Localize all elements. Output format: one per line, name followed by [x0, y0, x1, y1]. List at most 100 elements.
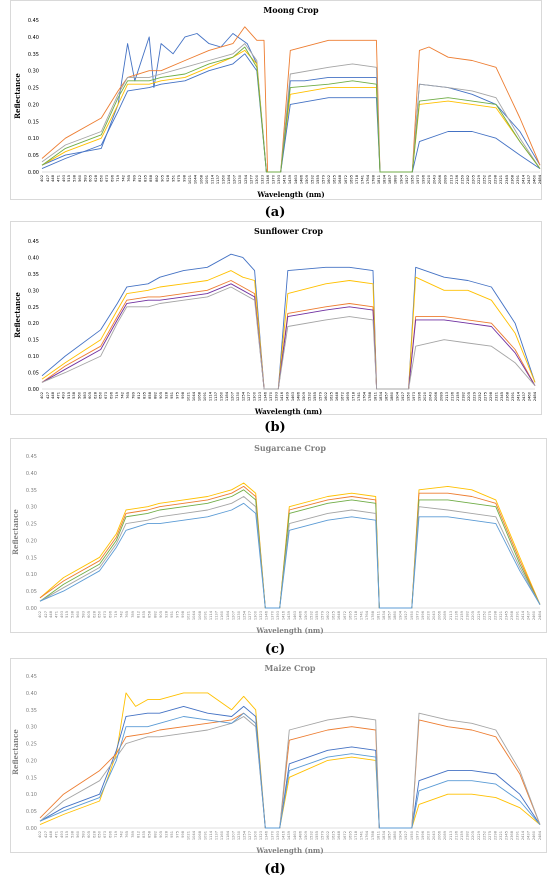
chart-moong: Moong Crop 0.00 0.05 0.10 0.15 0.20 0.25 0.30 0.… — [13, 5, 542, 199]
x-tick-label: 858 — [148, 610, 152, 618]
series-line-4 — [41, 49, 541, 173]
x-tick-label: 765 — [125, 611, 129, 618]
x-tick-label: 1254 — [244, 174, 248, 184]
x-tick-label: 2043 — [433, 175, 437, 184]
x-tick-label: 1300 — [255, 174, 259, 184]
x-tick-label: 2345 — [500, 392, 504, 401]
x-tick-label: 650 — [98, 610, 102, 618]
x-tick-label: 1602 — [327, 175, 331, 184]
x-tick-label: 2368 — [510, 174, 514, 184]
x-tick-label: 1091 — [205, 175, 209, 184]
x-tick-label: 742 — [120, 831, 124, 838]
x-tick-label: 2437 — [527, 175, 531, 184]
y-tick-label: 0.10 — [26, 572, 37, 578]
x-tick-label: 1532 — [309, 831, 313, 840]
x-tick-label: 975 — [176, 611, 180, 618]
x-tick-label: 1021 — [187, 611, 191, 620]
x-tick-label: 1393 — [276, 831, 280, 840]
x-tick-label: 1300 — [254, 830, 258, 840]
x-tick-label: 2159 — [460, 174, 464, 184]
x-tick-label: 2298 — [493, 830, 497, 840]
x-tick-label: 1834 — [383, 174, 387, 184]
x-tick-label: 2043 — [432, 611, 436, 620]
x-tick-label: 2113 — [445, 392, 449, 401]
x-tick-label: 882 — [153, 831, 157, 838]
x-tick-label: 1950 — [410, 830, 414, 840]
x-tick-label: 1950 — [407, 391, 411, 401]
x-tick-label: 1672 — [344, 175, 348, 184]
y-tick-label: 0.15 — [26, 775, 37, 781]
x-tick-label: 1532 — [310, 175, 314, 184]
x-tick-label: 1788 — [371, 830, 375, 840]
x-tick-label: 1346 — [265, 610, 269, 620]
x-tick-label: 928 — [165, 391, 169, 399]
y-tick-label: 0.05 — [26, 589, 37, 595]
x-tick-label: 673 — [104, 392, 108, 399]
x-tick-label: 719 — [116, 174, 120, 182]
x-tick-label: 1160 — [219, 391, 223, 401]
x-tick-label: 1602 — [326, 831, 330, 840]
series-line-2 — [39, 485, 541, 609]
x-tick-label: 1973 — [415, 611, 419, 620]
x-tick-label: 1741 — [360, 175, 364, 184]
x-tick-label: 928 — [164, 610, 168, 618]
y-tick-label: 0.35 — [28, 272, 39, 278]
x-tick-label: 2321 — [499, 611, 503, 620]
chart-sugarcane: Sugarcane Crop 0.00 0.05 0.10 0.15 0.20 0.25 0.… — [11, 443, 542, 635]
x-tick-label: 1834 — [382, 830, 386, 840]
x-tick-label: 2182 — [461, 392, 465, 401]
x-tick-label: 2089 — [444, 174, 448, 184]
y-tick-label: 0.00 — [28, 170, 39, 176]
x-tick-label: 696 — [110, 391, 114, 399]
x-tick-label: 1091 — [203, 831, 207, 840]
x-tick-label: 1370 — [269, 391, 273, 401]
y-tick-label: 0.30 — [26, 725, 37, 731]
x-tick-label: 650 — [98, 830, 102, 838]
x-tick-label: 789 — [131, 610, 135, 618]
x-tick-label: 1091 — [203, 611, 207, 620]
y-tick-label: 0.25 — [26, 742, 37, 748]
x-tick-label: 1393 — [277, 175, 281, 184]
x-tick-label: 448 — [51, 174, 55, 182]
x-tick-label: 515 — [65, 611, 69, 618]
x-tick-label: 2159 — [460, 610, 464, 620]
x-tick-label: 605 — [88, 392, 92, 399]
x-tick-label: 2275 — [484, 392, 488, 401]
x-axis-label: Wavelength (nm) — [255, 846, 323, 855]
x-tick-label: 1741 — [360, 831, 364, 840]
y-tick-label: 0.00 — [28, 387, 39, 393]
x-tick-label: 1579 — [321, 830, 325, 840]
x-tick-label: 1927 — [401, 392, 405, 401]
x-tick-label: 538 — [71, 830, 75, 838]
x-tick-label: 2368 — [510, 610, 514, 620]
x-tick-label: 1184 — [226, 830, 230, 840]
chart-title: Sugarcane Crop — [254, 443, 326, 453]
x-tick-label: 493 — [62, 392, 66, 399]
x-tick-label: 905 — [159, 831, 163, 838]
series-line-2 — [39, 705, 541, 829]
x-tick-label: 402 — [40, 175, 44, 182]
y-tick-label: 0.00 — [26, 606, 37, 612]
x-tick-label: 1857 — [387, 831, 391, 840]
x-tick-label: 1416 — [283, 174, 287, 184]
x-tick-label: 1788 — [368, 391, 372, 401]
x-tick-label: 951 — [171, 175, 175, 182]
x-tick-label: 1114 — [209, 610, 213, 620]
x-tick-label: 2066 — [434, 391, 438, 401]
x-tick-label: 1114 — [209, 830, 213, 840]
x-tick-label: 2321 — [499, 175, 503, 184]
panel-label-b: (b) — [264, 420, 286, 435]
x-tick-label: 2020 — [427, 830, 431, 840]
x-tick-label: 812 — [136, 611, 140, 618]
x-tick-label: 538 — [73, 174, 77, 182]
x-tick-label: 402 — [40, 392, 44, 399]
x-tick-label: 2229 — [477, 174, 481, 184]
x-tick-label: 1323 — [258, 392, 262, 401]
x-tick-label: 998 — [181, 610, 185, 618]
y-tick-label: 0.25 — [26, 522, 37, 528]
x-tick-label: 560 — [78, 174, 82, 182]
x-tick-label: 2345 — [505, 611, 509, 620]
y-axis-label: Reflectance — [11, 729, 20, 775]
x-tick-label: 1370 — [270, 830, 274, 840]
panel-label-a: (a) — [264, 205, 286, 220]
